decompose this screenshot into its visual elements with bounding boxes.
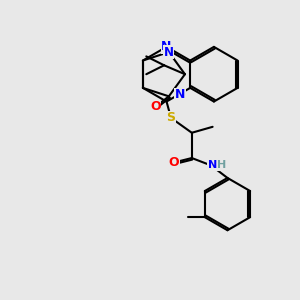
Text: O: O: [150, 100, 161, 113]
Text: N: N: [208, 160, 217, 170]
Text: O: O: [169, 156, 179, 169]
Text: S: S: [167, 111, 176, 124]
Text: N: N: [161, 40, 172, 53]
Text: N: N: [175, 88, 185, 101]
Text: H: H: [217, 160, 226, 170]
Text: N: N: [164, 46, 174, 59]
